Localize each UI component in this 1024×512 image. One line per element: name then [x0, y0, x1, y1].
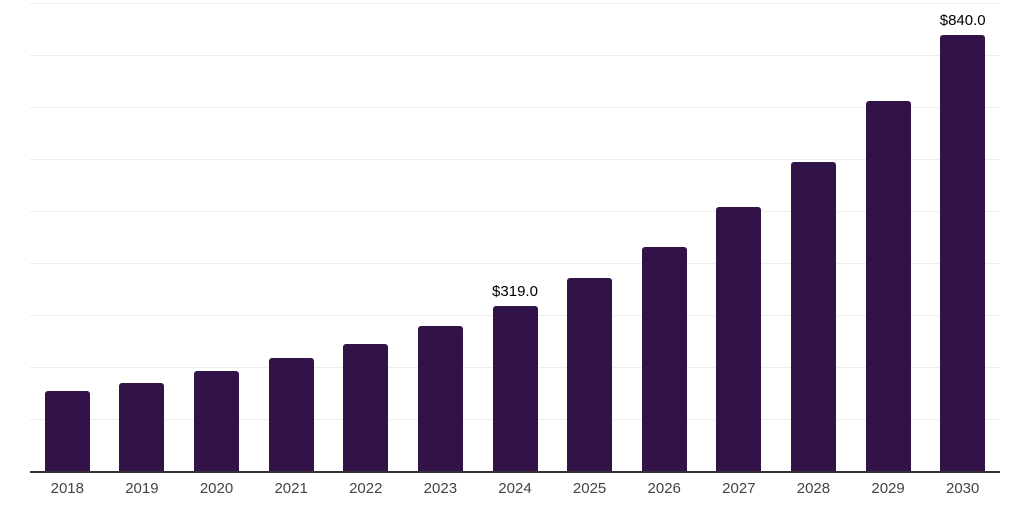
x-tick-label-2019: 2019 — [125, 480, 159, 497]
bar-2020 — [194, 371, 240, 472]
bar-2022 — [343, 343, 389, 472]
x-tick-label-2021: 2021 — [274, 480, 308, 497]
x-tick-label-2028: 2028 — [796, 480, 831, 497]
x-tick-label-2023: 2023 — [423, 480, 458, 497]
gridline-600 — [30, 159, 1000, 161]
bar-2023 — [417, 326, 463, 472]
bar-2018 — [44, 391, 90, 472]
gridline-700 — [30, 107, 1000, 109]
gridline-900 — [30, 3, 1000, 5]
plot-area: $319.0 $840.0 — [30, 0, 1000, 473]
bar-2025 — [567, 278, 613, 472]
bar-2027 — [716, 207, 762, 472]
bar-2029 — [865, 101, 911, 472]
bar-2024 — [492, 306, 538, 472]
bar-2028 — [790, 161, 836, 472]
bar-2019 — [119, 383, 165, 472]
x-tick-label-2022: 2022 — [349, 480, 383, 497]
x-tick-label-2030: 2030 — [945, 480, 980, 497]
x-tick-label-2026: 2026 — [647, 480, 681, 497]
bar-2026 — [641, 246, 687, 472]
gridline-500 — [30, 211, 1000, 213]
x-tick-label-2025: 2025 — [572, 480, 607, 497]
x-tick-label-2029: 2029 — [871, 480, 905, 497]
gridline-800 — [30, 55, 1000, 57]
gridline-400 — [30, 263, 1000, 265]
bar-2030 — [940, 35, 986, 472]
x-tick-label-2018: 2018 — [50, 480, 84, 497]
x-tick-label-2024: 2024 — [498, 480, 532, 497]
x-axis-line — [30, 471, 1000, 473]
x-tick-label-2020: 2020 — [199, 480, 234, 497]
x-tick-label-2027: 2027 — [722, 480, 756, 497]
bar-value-label-2024: $319.0 — [492, 283, 538, 301]
bar-2021 — [268, 358, 314, 472]
bar-value-label-2030: $840.0 — [939, 12, 986, 30]
